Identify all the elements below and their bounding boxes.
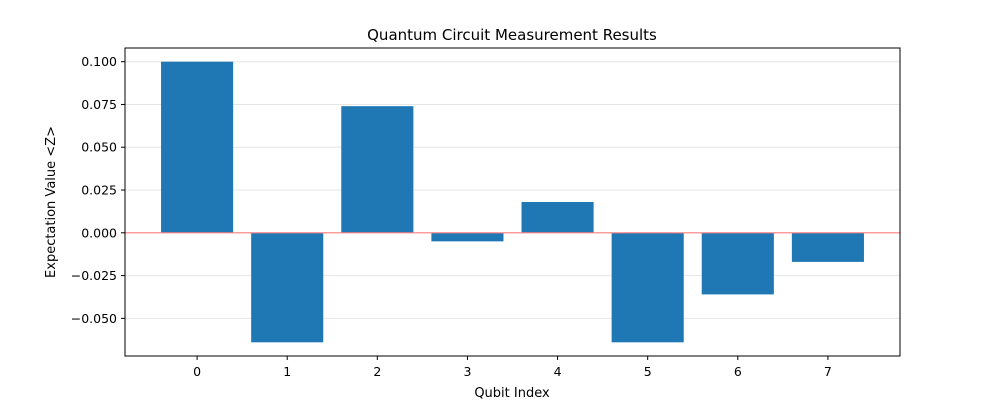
y-tick-label: 0.075 [81, 97, 117, 112]
x-axis-title: Qubit Index [474, 386, 550, 400]
x-tick-label: 0 [193, 364, 201, 379]
y-tick-label: 0.100 [81, 54, 117, 69]
bars [161, 61, 864, 343]
y-tick-label: −0.025 [71, 268, 117, 283]
x-tick-label: 6 [734, 364, 742, 379]
x-axis-ticks: 0 1 2 3 4 5 6 7 [193, 356, 832, 379]
y-axis-title: Expectation Value <Z> [44, 126, 59, 278]
y-tick-label: 0.000 [81, 225, 117, 240]
x-tick-label: 1 [283, 364, 291, 379]
y-axis-ticks: −0.050 −0.025 0.000 0.025 0.050 0.075 0.100 [71, 54, 125, 326]
bar-qubit-5 [611, 232, 684, 343]
bar-qubit-0 [161, 61, 234, 233]
bar-qubit-1 [251, 232, 324, 343]
bar-qubit-2 [341, 106, 414, 233]
x-tick-label: 4 [554, 364, 562, 379]
bar-qubit-6 [701, 232, 774, 295]
x-tick-label: 7 [824, 364, 832, 379]
y-tick-label: 0.025 [81, 183, 117, 198]
bar-qubit-3 [431, 232, 504, 242]
chart-title: Quantum Circuit Measurement Results [367, 26, 657, 44]
y-tick-label: 0.050 [81, 140, 117, 155]
plot-area-frame [124, 47, 901, 357]
x-tick-label: 3 [463, 364, 471, 379]
x-tick-label: 5 [644, 364, 652, 379]
bar-qubit-4 [521, 202, 594, 233]
x-tick-label: 2 [373, 364, 381, 379]
bar-qubit-7 [791, 232, 864, 262]
y-tick-label: −0.050 [71, 311, 117, 326]
